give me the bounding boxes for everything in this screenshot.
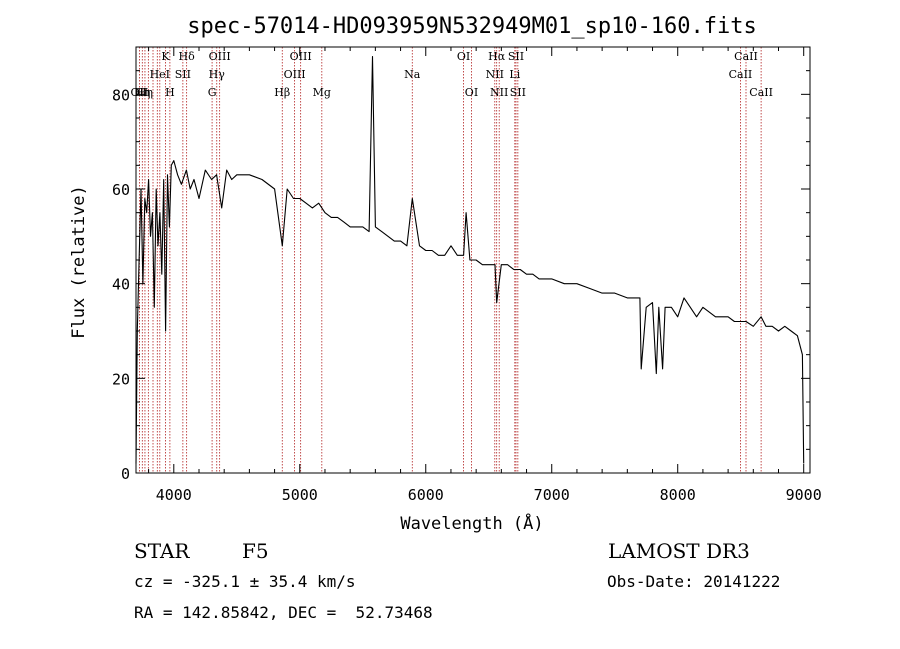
line-marker-label: Hη [134,86,150,99]
survey-name: LAMOST DR3 [608,539,750,563]
line-marker-label: H [165,86,175,99]
obs-date: Obs-Date: 20141222 [607,572,781,591]
line-marker-label: HeI [150,68,170,81]
line-marker-label: Hβ [274,86,290,99]
spectrum-layer [135,55,805,464]
line-marker-label: Hα [488,50,506,63]
line-marker-label: NII [490,86,508,99]
y-tick-label: 60 [112,181,130,199]
line-marker-label: OII [131,86,149,99]
marker-labels-layer: OIIHηHηHeIKHSIIHδGHγOIIIHβOIIIOIIIMgNaOI… [131,50,773,99]
x-tick-label: 7000 [534,486,570,504]
line-marker-label: SII [510,86,526,99]
line-marker-label: Hγ [209,68,226,81]
spectral-subclass: F5 [242,539,269,563]
line-markers-layer [139,47,762,473]
line-marker-label: Li [509,68,520,81]
line-marker-label: OI [457,50,470,63]
line-marker-label: NII [486,68,504,81]
line-marker-label: OI [465,86,478,99]
line-marker-label: CaII [729,68,753,81]
line-marker-label: SII [508,50,524,63]
line-marker-label: Hδ [179,50,196,63]
line-marker-label: Mg [313,86,331,99]
line-marker-label: Na [404,68,421,81]
spectrum-line [135,55,805,464]
y-tick-label: 20 [112,370,130,388]
x-tick-label: 8000 [660,486,696,504]
line-marker-label: OIII [284,68,306,81]
y-tick-label: 0 [121,465,130,483]
x-tick-label: 6000 [408,486,444,504]
velocity-readout: cz = -325.1 ± 35.4 km/s [134,572,356,591]
x-axis-label: Wavelength (Å) [400,512,543,534]
object-class: STAR [134,539,190,563]
x-tick-label: 5000 [282,486,318,504]
y-axis-label: Flux (relative) [69,185,89,339]
y-tick-label: 80 [112,86,130,104]
line-marker-label: CaII [749,86,773,99]
line-marker-label: CaII [734,50,758,63]
line-marker-label: SII [175,68,191,81]
line-marker-label: OIII [209,50,231,63]
chart-title: spec-57014-HD093959N532949M01_sp10-160.f… [187,14,757,39]
line-marker-label: G [208,86,217,99]
axis-ticks-layer: 4000 5000 6000 7000 8000 9000 0 20 40 60 80 [112,47,822,504]
y-tick-label: 40 [112,276,130,294]
line-marker-label: OIII [290,50,312,63]
x-tick-label: 9000 [786,486,822,504]
line-marker-label: Hη [137,86,153,99]
x-tick-label: 4000 [156,486,192,504]
line-marker-label: K [161,50,170,63]
coordinates: RA = 142.85842, DEC = 52.73468 [134,603,433,622]
